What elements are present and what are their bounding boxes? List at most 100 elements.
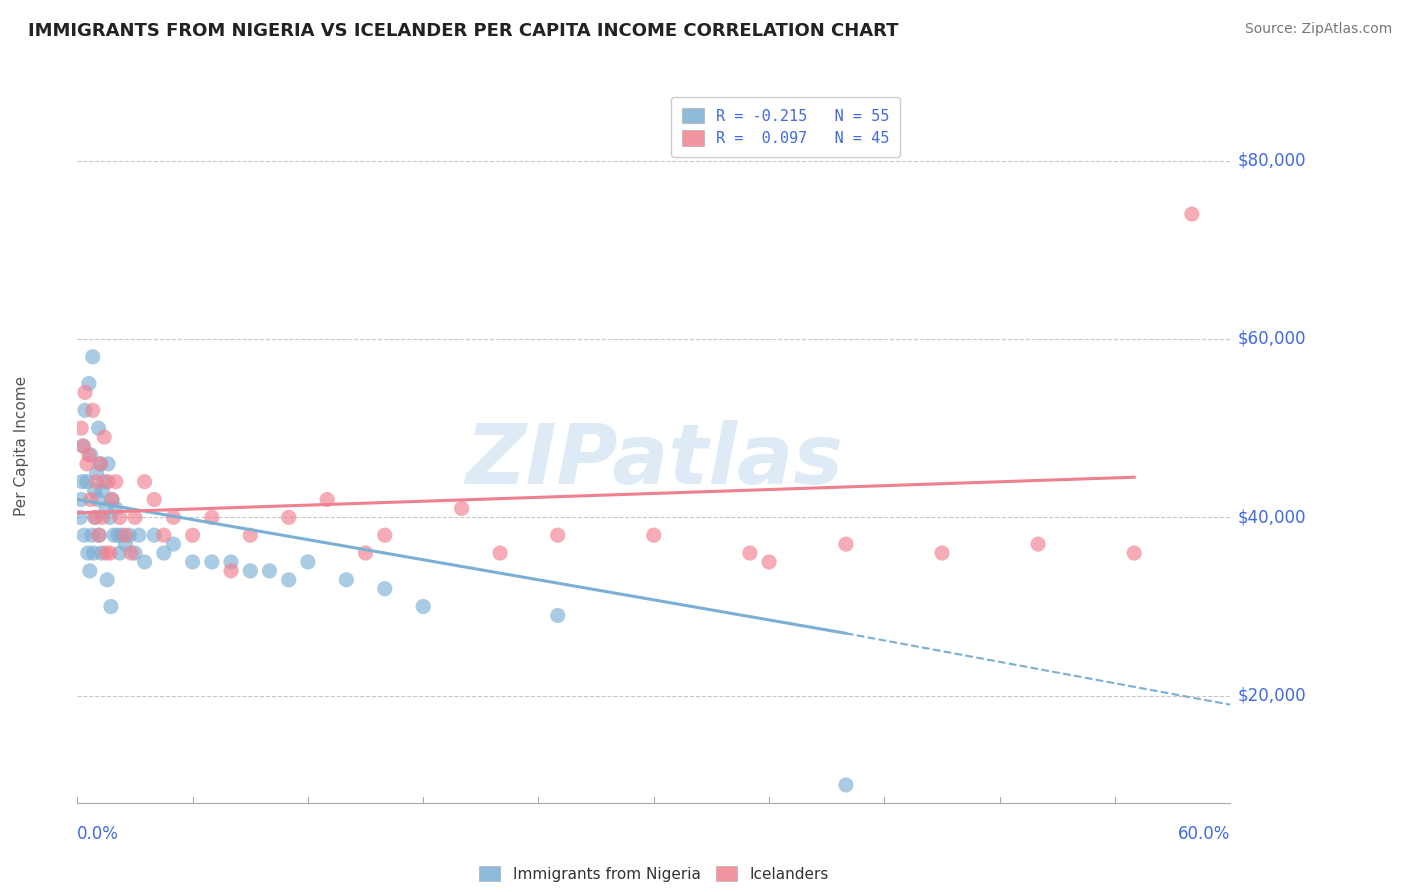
Point — [547, 608, 569, 623]
Point — [1026, 537, 1049, 551]
Point — [79, 564, 101, 578]
Point — [489, 546, 512, 560]
Point — [219, 555, 242, 569]
Point — [134, 555, 156, 569]
Point — [162, 510, 184, 524]
Legend: Immigrants from Nigeria, Icelanders: Immigrants from Nigeria, Icelanders — [472, 860, 835, 888]
Point — [70, 475, 93, 489]
Point — [101, 492, 124, 507]
Point — [835, 778, 858, 792]
Text: 0.0%: 0.0% — [77, 825, 120, 843]
Point — [412, 599, 434, 614]
Point — [77, 546, 100, 560]
Point — [89, 457, 111, 471]
Point — [239, 564, 262, 578]
Point — [100, 599, 122, 614]
Point — [80, 492, 103, 507]
Point — [201, 555, 224, 569]
Point — [83, 510, 105, 524]
Point — [835, 537, 858, 551]
Point — [758, 555, 780, 569]
Point — [91, 510, 114, 524]
Point — [124, 510, 146, 524]
Point — [83, 483, 105, 498]
Point — [73, 528, 96, 542]
Point — [128, 528, 150, 542]
Point — [104, 475, 127, 489]
Point — [93, 430, 115, 444]
Point — [108, 510, 131, 524]
Point — [201, 510, 224, 524]
Point — [86, 466, 108, 480]
Point — [547, 528, 569, 542]
Point — [124, 546, 146, 560]
Point — [83, 546, 105, 560]
Point — [259, 564, 281, 578]
Point — [91, 483, 114, 498]
Point — [152, 546, 174, 560]
Point — [90, 546, 112, 560]
Point — [98, 510, 121, 524]
Point — [73, 385, 96, 400]
Point — [97, 457, 120, 471]
Point — [107, 528, 129, 542]
Point — [374, 582, 396, 596]
Text: $40,000: $40,000 — [1237, 508, 1306, 526]
Point — [96, 546, 117, 560]
Point — [1123, 546, 1146, 560]
Point — [118, 528, 141, 542]
Point — [103, 528, 125, 542]
Point — [87, 421, 110, 435]
Point — [143, 528, 166, 542]
Point — [738, 546, 761, 560]
Point — [114, 537, 136, 551]
Point — [76, 475, 98, 489]
Point — [87, 528, 110, 542]
Point — [162, 537, 184, 551]
Point — [82, 350, 104, 364]
Point — [134, 475, 156, 489]
Point — [73, 403, 96, 417]
Point — [70, 492, 93, 507]
Text: IMMIGRANTS FROM NIGERIA VS ICELANDER PER CAPITA INCOME CORRELATION CHART: IMMIGRANTS FROM NIGERIA VS ICELANDER PER… — [28, 22, 898, 40]
Point — [76, 457, 98, 471]
Point — [89, 457, 111, 471]
Point — [80, 448, 103, 462]
Point — [316, 492, 339, 507]
Point — [89, 528, 111, 542]
Text: ZIPatlas: ZIPatlas — [465, 420, 842, 500]
Point — [86, 475, 108, 489]
Point — [96, 501, 117, 516]
Point — [93, 475, 115, 489]
Point — [110, 528, 132, 542]
Point — [108, 546, 131, 560]
Point — [77, 376, 100, 391]
Point — [181, 528, 204, 542]
Point — [277, 510, 299, 524]
Text: Per Capita Income: Per Capita Income — [14, 376, 28, 516]
Point — [101, 492, 124, 507]
Point — [335, 573, 357, 587]
Point — [143, 492, 166, 507]
Point — [297, 555, 319, 569]
Point — [77, 448, 100, 462]
Point — [80, 528, 103, 542]
Point — [450, 501, 472, 516]
Point — [277, 573, 299, 587]
Text: 60.0%: 60.0% — [1178, 825, 1230, 843]
Point — [374, 528, 396, 542]
Point — [354, 546, 377, 560]
Text: $20,000: $20,000 — [1237, 687, 1306, 705]
Text: Source: ZipAtlas.com: Source: ZipAtlas.com — [1244, 22, 1392, 37]
Point — [931, 546, 953, 560]
Point — [72, 439, 94, 453]
Point — [181, 555, 204, 569]
Point — [239, 528, 262, 542]
Point — [69, 510, 91, 524]
Point — [86, 492, 108, 507]
Point — [72, 439, 94, 453]
Point — [84, 510, 107, 524]
Point — [96, 573, 118, 587]
Point — [1181, 207, 1204, 221]
Point — [219, 564, 242, 578]
